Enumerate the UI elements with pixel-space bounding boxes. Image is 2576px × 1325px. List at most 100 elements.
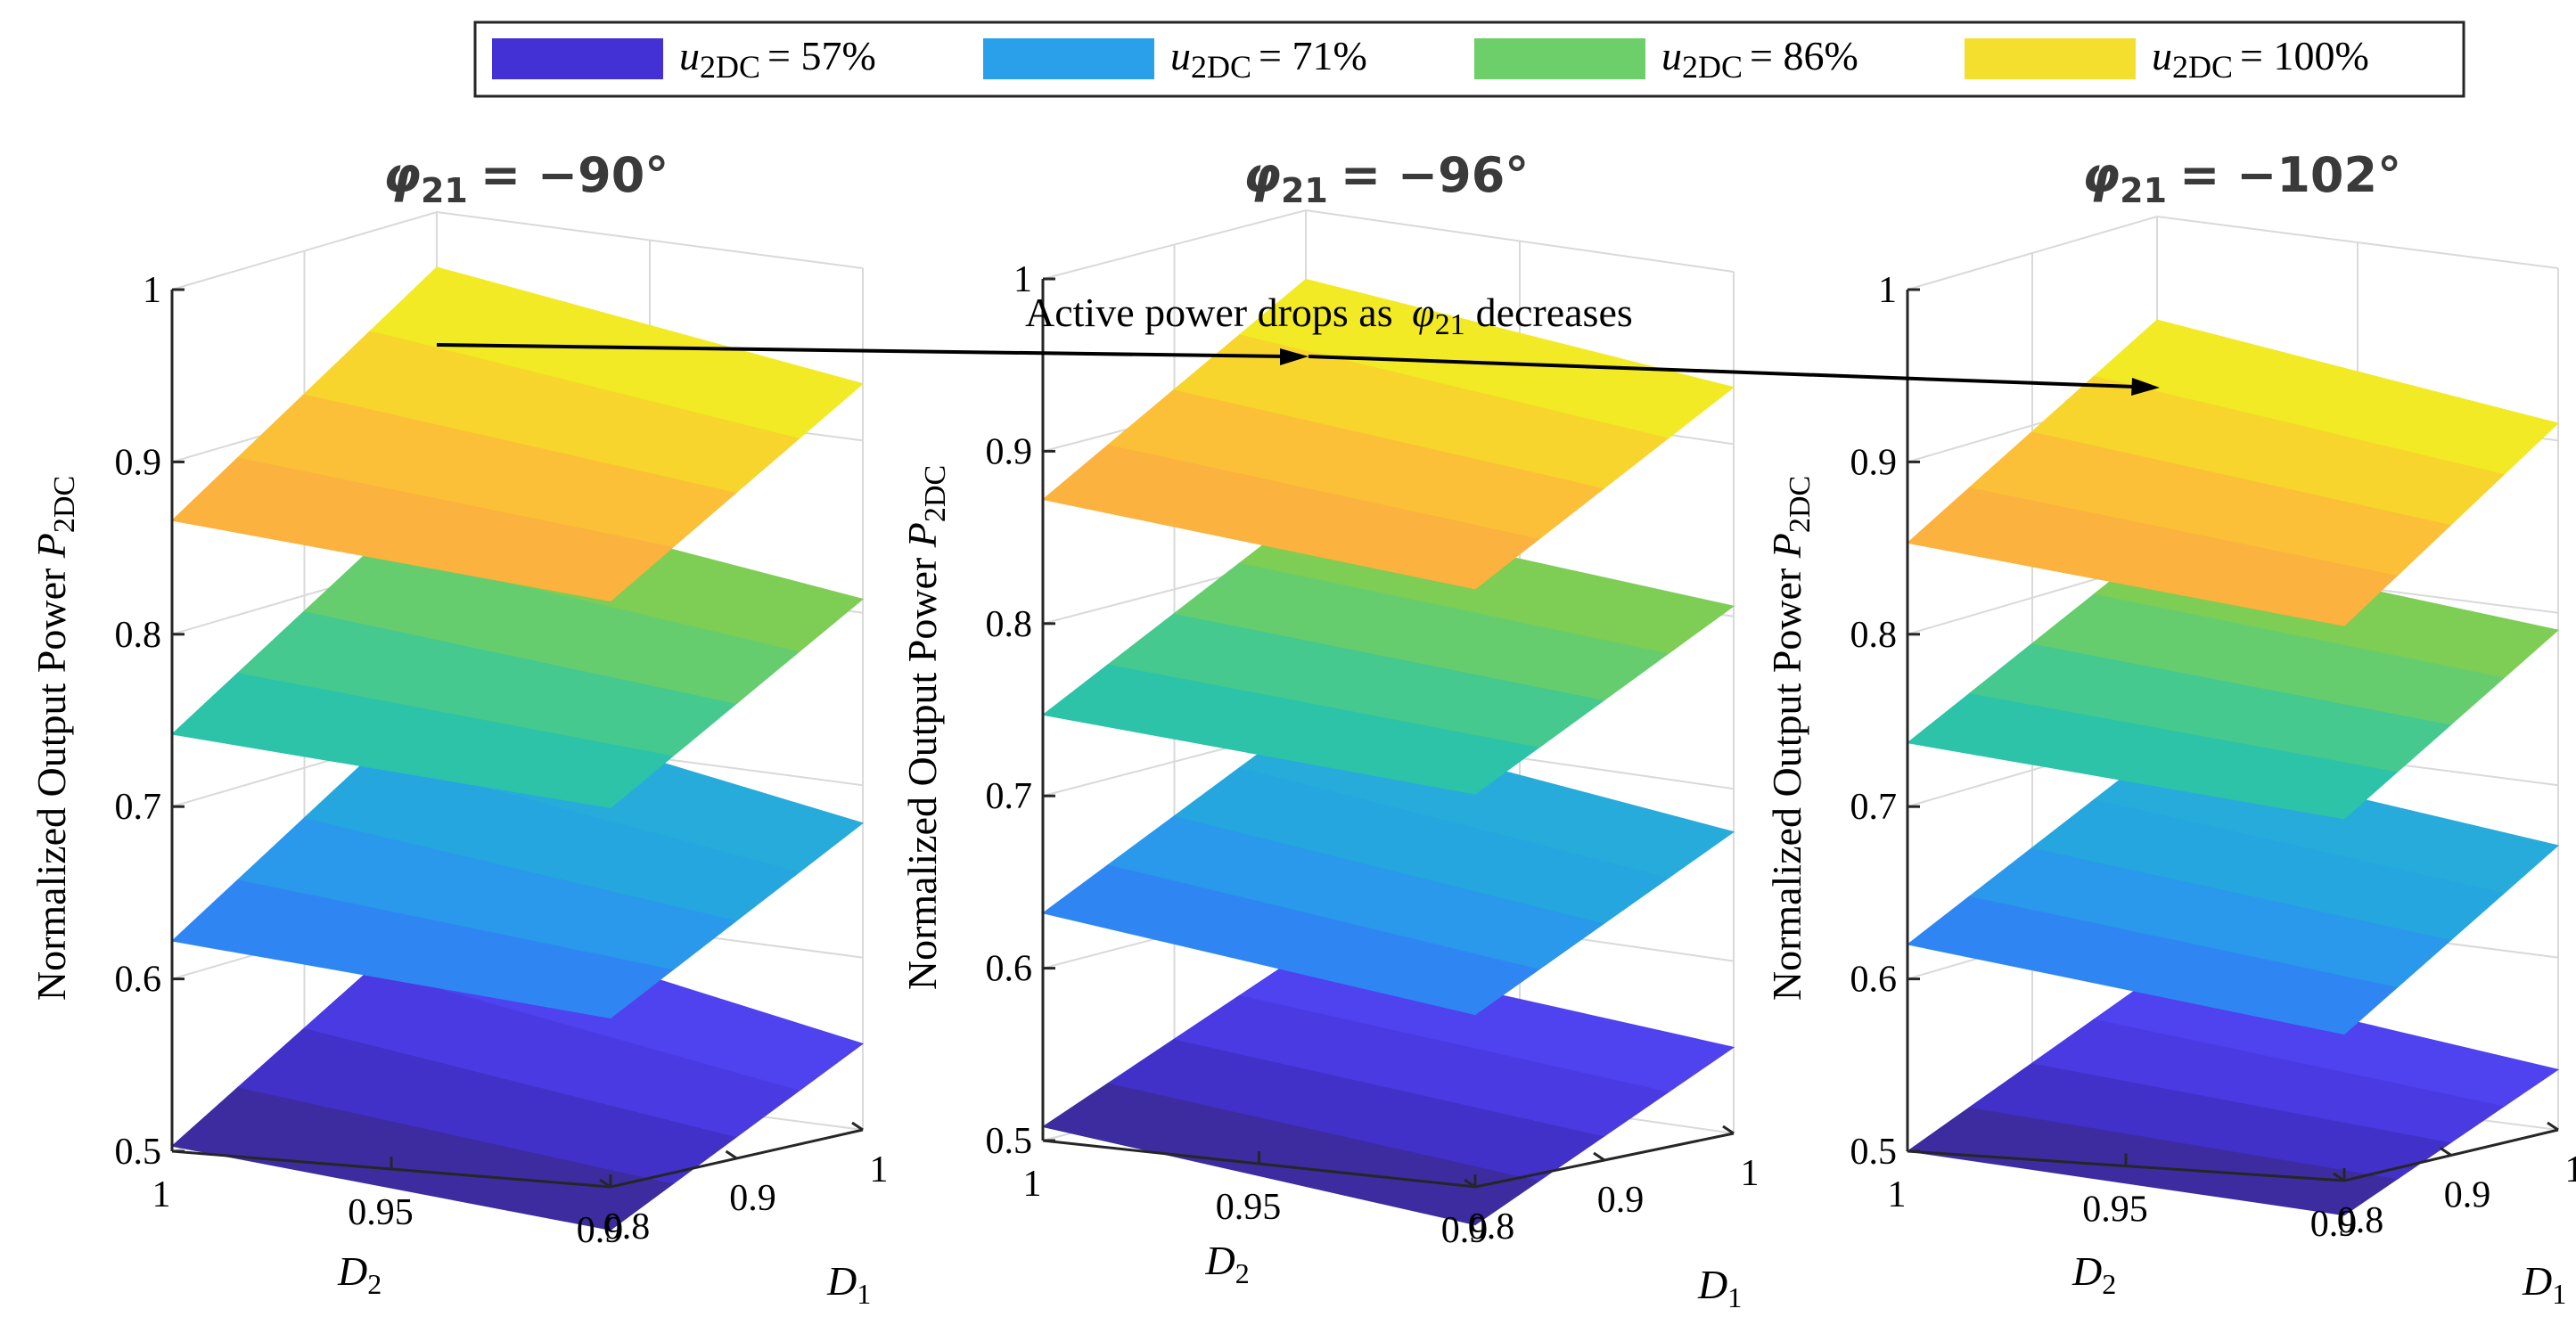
grid-line [1907,215,2559,290]
surface-band [2093,319,2560,475]
y-tick-label: 0.9 [1597,1180,1645,1221]
legend-sub-86: 2DC [1682,49,1743,85]
zlabel-text: Normalized Output Power [1764,558,1809,1001]
y-tick-label: 0.9 [2444,1175,2491,1216]
annotation-arrowhead-1 [1280,348,1309,365]
z-tick-label: 1 [143,270,161,311]
annotation-arrowhead-2 [2131,378,2160,396]
title-value: = −96° [1341,147,1529,203]
y-tick-label: 1 [2565,1149,2576,1190]
legend-entry-86: u2DC = 86% [1474,33,1858,85]
x-tick-label: 0.9 [2310,1204,2358,1245]
annotation-sub: 21 [1435,308,1465,341]
legend-sub-57: 2DC [700,49,760,85]
z-tick-label: 0.6 [115,960,162,1001]
legend-var-71: u [1170,33,1191,78]
legend-swatch-71 [983,38,1154,79]
xlabel: D2 [2071,1248,2116,1300]
svg-text:u2DC= 100%: u2DC = 100% [2152,33,2369,85]
z-tick-label: 0.7 [986,776,1033,817]
xlabel: D2 [1205,1238,1250,1289]
ylabel-sub: 1 [1727,1281,1742,1313]
annotation: Active power drops as φ21 decreases [436,290,2160,396]
annotation-arrow-1 [436,343,1284,358]
legend: u2DC = 57% u2DC = 71% u2DC = 86% u2DC = 100% [473,20,2465,98]
z-tick-label: 1 [1013,259,1032,300]
legend-sub-71: 2DC [1191,49,1251,85]
surface-2100 [1041,278,1735,590]
title-sub: 21 [2120,171,2167,210]
title-value: = −102° [2179,147,2401,203]
z-tick-label: 0.8 [1850,615,1898,656]
grid-line [1042,209,1735,280]
z-tick-label: 0.9 [115,442,162,483]
legend-swatch-86 [1474,38,1645,79]
surface-band [369,266,865,439]
zlabel-var: P [29,533,74,559]
zlabel-sub: 2DC [1784,476,1817,533]
annotation-suffix: decreases [1476,290,1633,335]
legend-var-57: u [679,33,700,78]
zlabel: Normalized Output Power P2DC [899,465,952,990]
z-tick-label: 0.5 [115,1132,162,1173]
z-tick-label: 0.8 [986,604,1033,645]
svg-text:u2DC= 71%: u2DC = 71% [1170,33,1367,85]
x-tick-label: 0.9 [1441,1210,1489,1251]
y-tick [1722,1125,1735,1135]
x-tick-label: 1 [1023,1164,1042,1205]
surface-271 [170,693,865,1018]
legend-value-86: = 86% [1750,33,1858,78]
z-tick-label: 0.6 [986,949,1033,990]
title-var: φ [383,147,421,203]
svg-text:u2DC= 86%: u2DC = 86% [1661,33,1858,85]
zlabel: Normalized Output Power P2DC [29,476,81,1001]
x-tick-label: 0.95 [348,1192,414,1233]
ylabel: D1 [2522,1258,2566,1310]
y-tick [725,1149,738,1160]
z-tick-label: 0.6 [1850,960,1898,1001]
x-tick-label: 0.95 [2082,1190,2148,1231]
ylabel-sub: 1 [857,1278,871,1310]
legend-var-86: u [1661,33,1682,78]
ylabel-var: D [2522,1258,2552,1304]
ylabel: D1 [1697,1262,1742,1313]
grid-line [171,210,864,290]
xlabel-sub: 2 [367,1268,381,1300]
xlabel-sub: 2 [2102,1268,2116,1300]
zlabel-sub: 2DC [919,465,952,522]
zlabel-var: P [1764,533,1809,559]
y-tick-label: 0.8 [1468,1206,1515,1247]
panel-title: φ21 = −90° [383,147,669,210]
zlabel-var: P [899,522,945,548]
legend-var-100: u [2152,33,2172,78]
zlabel: Normalized Output Power P2DC [1764,476,1817,1001]
x-tick-label: 1 [1888,1174,1907,1215]
y-tick [2547,1121,2559,1132]
y-tick-label: 0.8 [2337,1200,2384,1241]
annotation-lead: Active power drops as [1025,290,1393,335]
title-sub: 21 [421,171,468,210]
surface-2100 [1906,319,2560,626]
legend-value-57: = 57% [767,33,876,78]
z-tick-label: 0.9 [986,431,1033,472]
surface-257 [1906,974,2560,1216]
surface-2100 [170,266,865,601]
legend-entry-71: u2DC = 71% [983,33,1367,85]
y-tick-label: 1 [870,1149,889,1190]
legend-swatch-57 [492,38,663,79]
y-tick [1464,1178,1476,1189]
ylabel-var: D [1697,1262,1727,1307]
ylabel-var: D [826,1258,857,1304]
title-var: φ [1243,147,1281,203]
zlabel-text: Normalized Output Power [29,558,74,1001]
z-tick-label: 0.5 [986,1121,1033,1162]
z-tick-label: 0.9 [1850,442,1898,483]
x-tick-label: 1 [152,1174,171,1215]
ylabel-sub: 1 [2552,1278,2566,1310]
xlabel-var: D [2071,1248,2102,1294]
y-tick [2440,1147,2452,1157]
annotation-arrow-2 [1308,355,2136,389]
